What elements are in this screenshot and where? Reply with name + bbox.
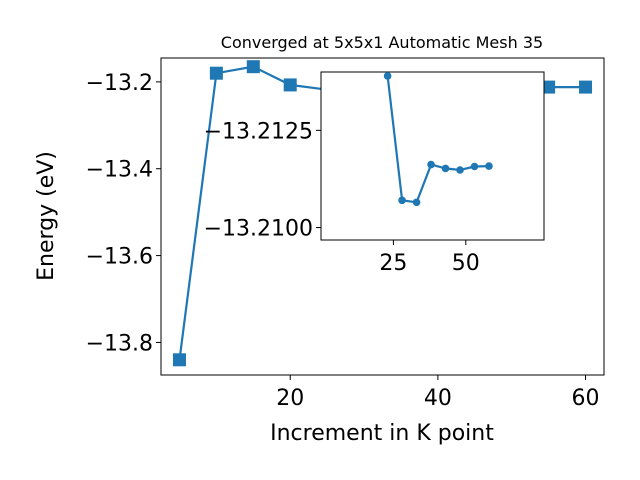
main-data-point [283, 78, 297, 92]
chart-title: Converged at 5x5x1 Automatic Mesh 35 [221, 33, 543, 52]
main-x-tick-label: 60 [572, 386, 600, 411]
inset-plot: 25 50 −13.2125 −13.2100 [204, 71, 545, 276]
inset-x-tick-label: 50 [452, 251, 480, 276]
inset-data-point [427, 160, 435, 169]
inset-data-point [398, 196, 406, 205]
main-y-tick-label: −13.6 [86, 245, 153, 270]
main-data-point [246, 60, 260, 74]
main-y-tick-label: −13.8 [86, 331, 153, 356]
inset-y-ticks: −13.2125 −13.2100 [204, 119, 321, 242]
x-axis-label: Increment in K point [270, 421, 494, 446]
inset-plot-frame [320, 71, 545, 241]
inset-series [383, 72, 493, 207]
inset-x-ticks: 25 50 [379, 240, 480, 276]
y-axis-label: Energy (eV) [34, 151, 59, 281]
inset-data-point [456, 166, 464, 174]
inset-x-tick-label: 25 [379, 251, 407, 276]
inset-data-point [470, 162, 479, 171]
main-y-ticks: −13.2 −13.4 −13.6 −13.8 [86, 71, 161, 356]
main-data-point [579, 80, 593, 94]
main-y-tick-label: −13.4 [86, 158, 153, 183]
main-x-tick-label: 20 [276, 386, 304, 411]
main-y-tick-label: −13.2 [86, 71, 153, 96]
main-x-ticks: 20 40 60 [276, 375, 600, 411]
main-x-tick-label: 40 [424, 386, 452, 411]
inset-data-point [441, 164, 450, 173]
main-data-point [172, 353, 186, 367]
inset-data-point [383, 72, 392, 80]
main-data-point [209, 66, 223, 80]
inset-y-tick-label: −13.2125 [204, 119, 313, 144]
inset-data-point [412, 198, 421, 207]
main-data-point [542, 80, 556, 94]
inset-y-tick-label: −13.2100 [204, 217, 313, 242]
inset-data-point [485, 162, 493, 170]
